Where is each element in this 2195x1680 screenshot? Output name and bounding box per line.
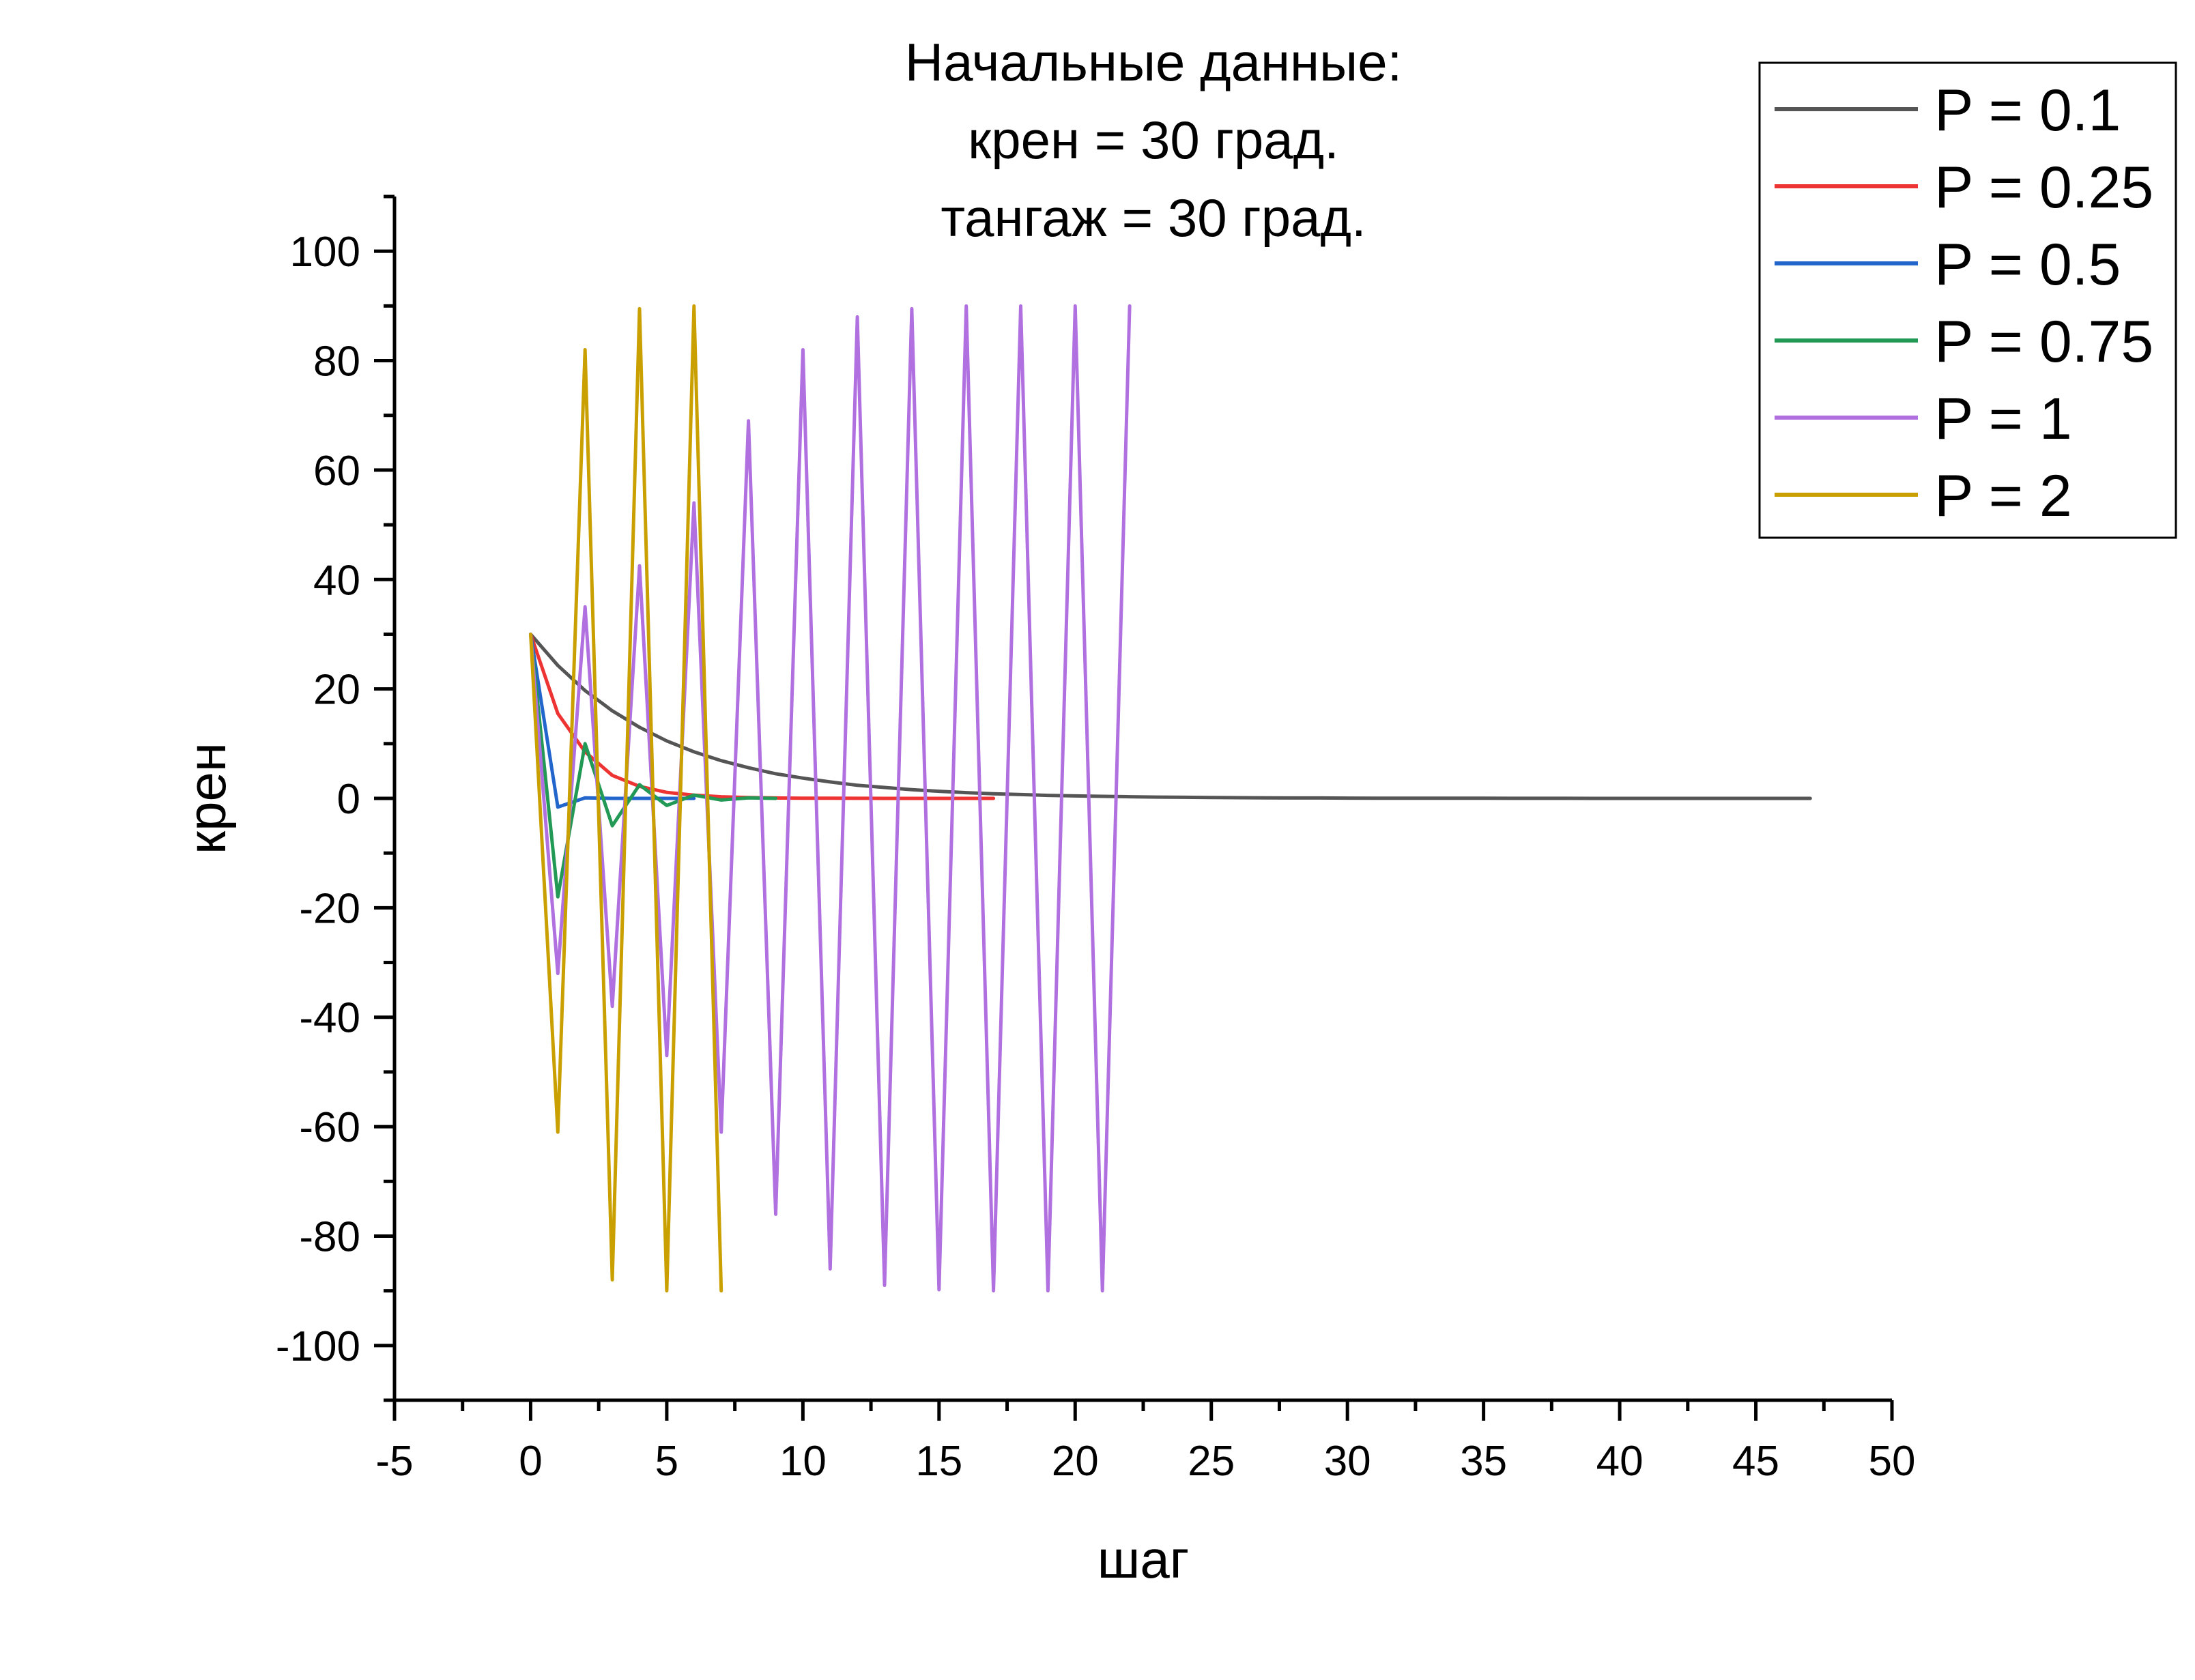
y-tick-label: 100 — [290, 229, 360, 276]
plot-series — [529, 304, 1812, 1293]
y-tick-label: -60 — [299, 1104, 360, 1151]
chart-title: Начальные данные: крен = 30 град. тангаж… — [905, 32, 1403, 248]
y-tick-label: -100 — [276, 1323, 360, 1370]
x-tick-label: 10 — [779, 1438, 827, 1485]
x-tick-label: 50 — [1869, 1438, 1916, 1485]
legend-label: P = 0.1 — [1934, 78, 2121, 143]
series-line — [529, 304, 723, 1293]
y-tick-label: -20 — [299, 885, 360, 932]
x-tick-label: 30 — [1324, 1438, 1371, 1485]
legend-box — [1758, 61, 2177, 539]
y-tick-label: 80 — [313, 338, 360, 386]
title-line-3: тангаж = 30 град. — [941, 188, 1366, 248]
x-tick-label: 35 — [1460, 1438, 1507, 1485]
axis-ticks: -5 0 5 10 15 20 25 30 35 40 45 50 -100 -80 -60 -40 -20 0 2… — [276, 194, 1916, 1485]
x-tick-label: 0 — [519, 1438, 542, 1485]
y-tick-label: 20 — [313, 667, 360, 714]
legend-label: P = 2 — [1934, 463, 2072, 529]
legend-label: P = 0.75 — [1934, 309, 2153, 375]
x-tick-label: 15 — [915, 1438, 962, 1485]
y-tick-label: 0 — [337, 776, 360, 823]
legend-label: P = 0.5 — [1934, 232, 2121, 298]
legend: P = 0.1 P = 0.25 P = 0.5 P = 0.75 P = 1 P = 2 — [1758, 61, 2177, 539]
legend-label: P = 1 — [1934, 386, 2072, 452]
series-line — [529, 304, 1132, 1293]
x-tick-label: 5 — [655, 1438, 678, 1485]
legend-label: P = 0.25 — [1934, 155, 2153, 220]
x-tick-label: 20 — [1052, 1438, 1099, 1485]
x-tick-label: -5 — [375, 1438, 413, 1485]
title-line-1: Начальные данные: — [905, 32, 1403, 92]
x-tick-label: 40 — [1596, 1438, 1644, 1485]
y-tick-label: 60 — [313, 448, 360, 495]
x-tick-label: 25 — [1188, 1438, 1235, 1485]
y-axis-label: крен — [177, 742, 237, 854]
x-axis-label: шаг — [1098, 1529, 1189, 1589]
y-tick-label: 40 — [313, 557, 360, 604]
series-line — [529, 633, 696, 809]
title-line-2: крен = 30 град. — [968, 110, 1339, 170]
series-line — [529, 633, 1812, 800]
x-tick-label: 45 — [1732, 1438, 1779, 1485]
y-tick-label: -80 — [299, 1213, 360, 1260]
y-tick-label: -40 — [299, 995, 360, 1042]
